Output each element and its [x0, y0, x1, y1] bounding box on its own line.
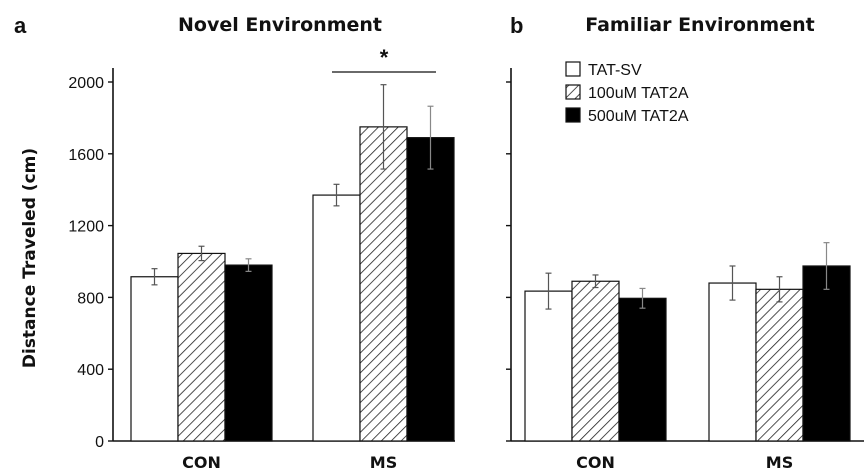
- bar-black-con: [224, 264, 273, 442]
- legend-swatch-white: [565, 61, 581, 77]
- bar-white-con: [130, 276, 179, 442]
- y-tick-label: 0: [95, 434, 104, 451]
- y-tick-label: 800: [77, 290, 104, 307]
- bar-white-ms: [312, 194, 361, 442]
- legend-swatch-hatched: [565, 84, 581, 100]
- bar-hatched-con: [571, 280, 620, 442]
- panel-b: CON MS: [506, 68, 864, 471]
- category-label: CON: [576, 453, 615, 471]
- bar-black-ms: [802, 265, 851, 442]
- bar-hatched-ms: [755, 288, 804, 442]
- y-tick-label: 2000: [68, 75, 104, 92]
- y-tick-label: 400: [77, 362, 104, 379]
- panel-a-letter: a: [14, 13, 27, 38]
- bar-white-ms: [708, 282, 757, 442]
- y-tick-label: 1200: [68, 219, 104, 236]
- bar-white-con: [524, 290, 573, 442]
- legend-swatch-black: [565, 107, 581, 123]
- category-label: CON: [182, 453, 221, 471]
- legend: TAT-SV 100uM TAT2A 500uM TAT2A: [565, 61, 689, 125]
- bar-black-con: [618, 297, 667, 442]
- category-label: MS: [766, 453, 793, 471]
- panel-a: 0 400 800 1200 1600 2000 CON MS *: [68, 45, 455, 471]
- y-tick-label: 1600: [68, 147, 104, 164]
- panel-b-title: Familiar Environment: [585, 14, 814, 36]
- category-label: MS: [370, 453, 397, 471]
- legend-label: TAT-SV: [588, 62, 642, 79]
- legend-label: 500uM TAT2A: [588, 108, 689, 125]
- legend-label: 100uM TAT2A: [588, 85, 689, 102]
- y-axis-label: Distance Traveled (cm): [20, 148, 40, 368]
- panel-a-title: Novel Environment: [178, 14, 382, 36]
- panel-b-letter: b: [510, 13, 523, 38]
- bar-black-ms: [406, 137, 455, 442]
- significance-star: *: [380, 45, 389, 70]
- bar-hatched-con: [177, 252, 226, 442]
- bar-hatched-ms: [359, 126, 408, 442]
